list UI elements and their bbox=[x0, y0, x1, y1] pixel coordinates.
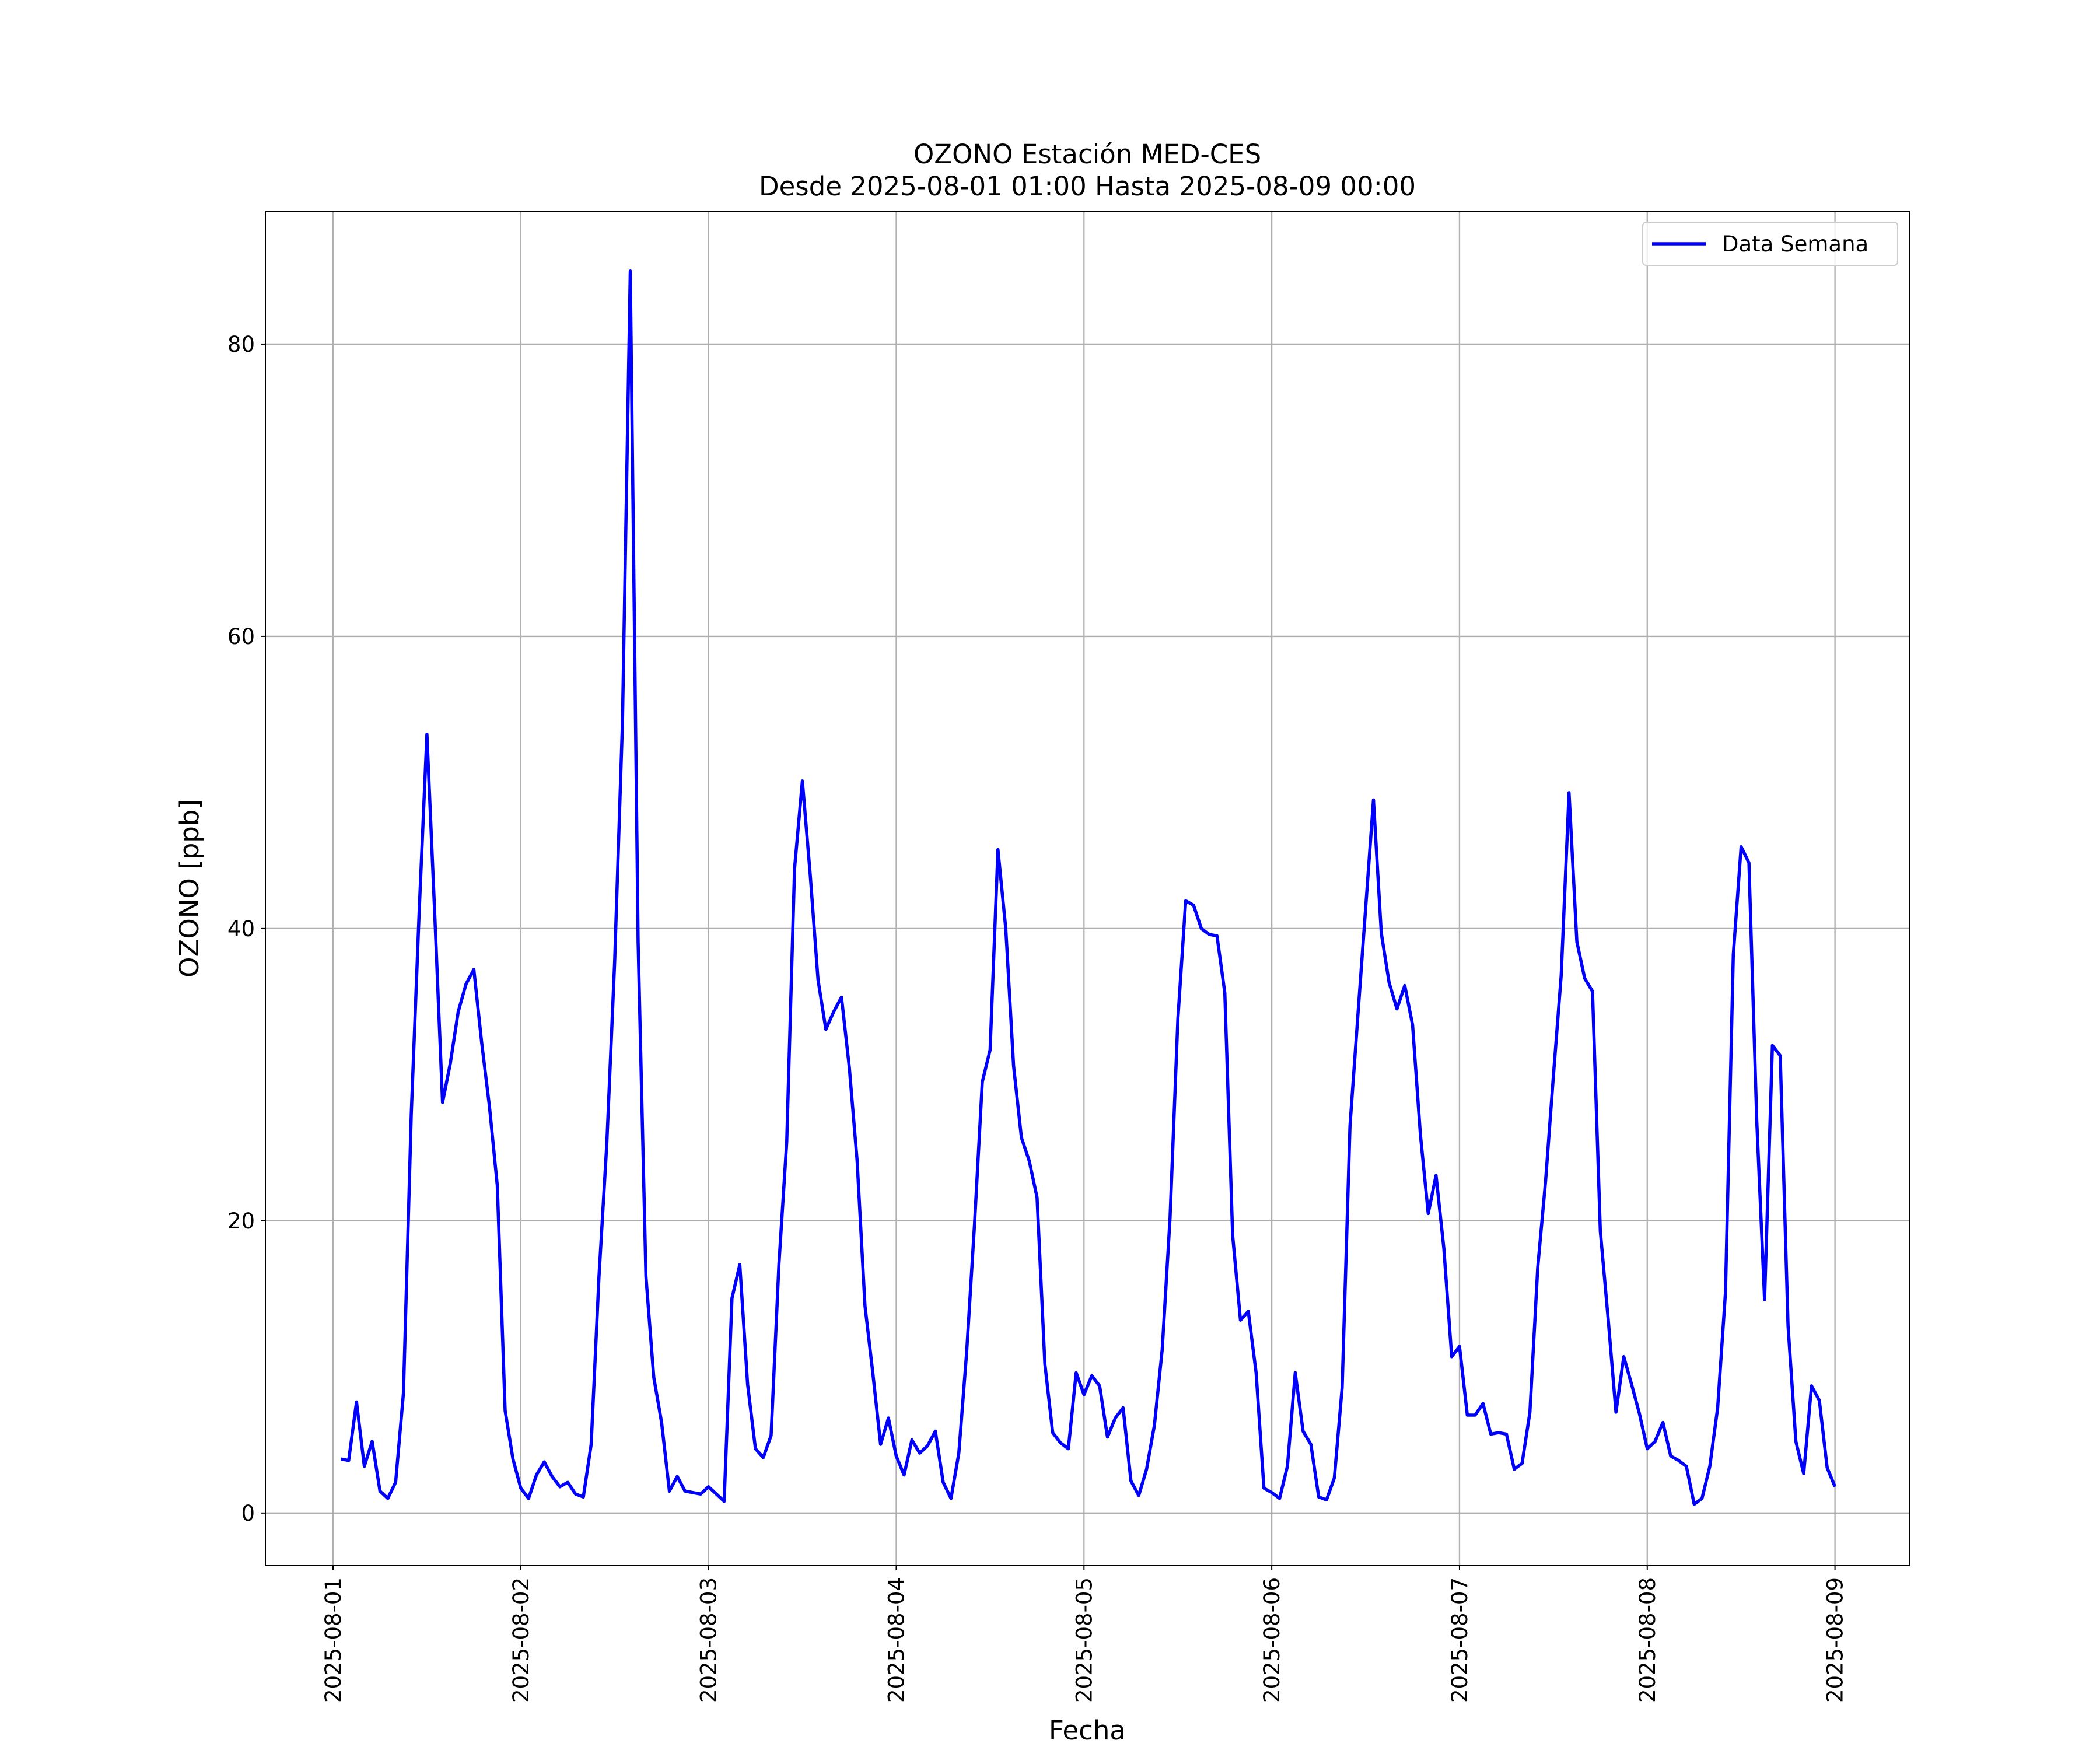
x-axis-label: Fecha bbox=[1049, 1715, 1126, 1746]
x-tick-label: 2025-08-04 bbox=[884, 1577, 909, 1703]
x-tick-label: 2025-08-03 bbox=[696, 1577, 722, 1703]
y-tick-label: 0 bbox=[241, 1501, 255, 1526]
x-tick-label: 2025-08-05 bbox=[1072, 1577, 1097, 1703]
grid bbox=[265, 211, 1909, 1566]
legend-label: Data Semana bbox=[1722, 232, 1868, 257]
legend-box bbox=[1642, 222, 1898, 266]
x-tick-label: 2025-08-06 bbox=[1259, 1577, 1284, 1703]
x-tick-label: 2025-08-08 bbox=[1635, 1577, 1660, 1703]
chart-subtitle: Desde 2025-08-01 01:00 Hasta 2025-08-09 … bbox=[759, 171, 1416, 202]
axes: 0 20 40 60 80 2025-08-01 2025-08-02 2025-08-03 2… bbox=[228, 211, 1910, 1703]
data-line bbox=[340, 269, 1837, 1506]
y-tick-label: 40 bbox=[228, 916, 255, 942]
legend: Data Semana bbox=[1642, 222, 1898, 266]
y-tick-label: 80 bbox=[228, 332, 255, 357]
x-tick-label: 2025-08-07 bbox=[1447, 1577, 1472, 1703]
x-tick-label: 2025-08-09 bbox=[1823, 1577, 1848, 1703]
x-tick-label: 2025-08-01 bbox=[321, 1577, 346, 1703]
y-axis-label: OZONO [ppb] bbox=[174, 799, 205, 978]
x-tick-label: 2025-08-02 bbox=[509, 1577, 534, 1703]
plot-area bbox=[340, 269, 1837, 1506]
y-tick-label: 20 bbox=[228, 1209, 255, 1234]
axes-frame bbox=[265, 211, 1910, 1566]
y-tick-label: 60 bbox=[228, 624, 255, 649]
chart-title: OZONO Estación MED-CES bbox=[914, 139, 1261, 170]
